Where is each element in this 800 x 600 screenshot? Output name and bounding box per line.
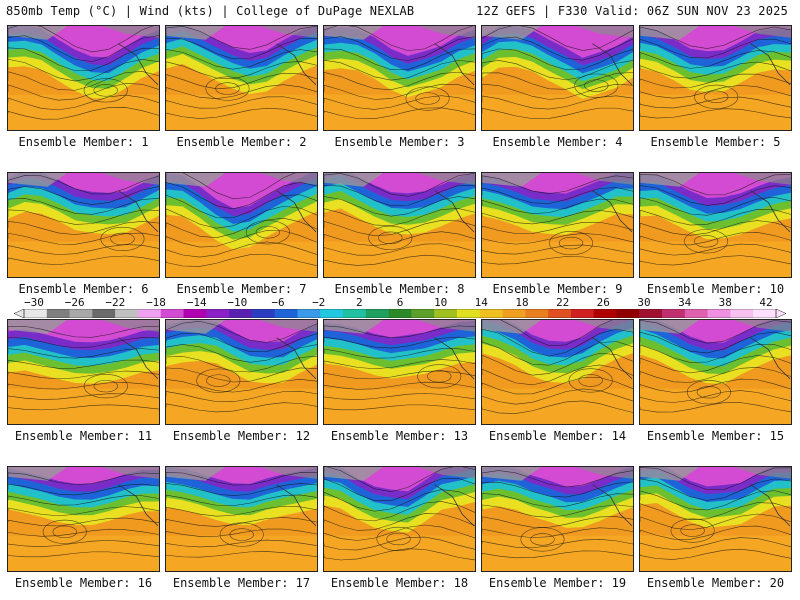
- ensemble-member-label: Ensemble Member: 14: [488, 429, 627, 443]
- ensemble-member-label: Ensemble Member: 6: [18, 282, 149, 296]
- colorbar-swatch: [24, 309, 48, 318]
- ensemble-member-map: [323, 319, 476, 425]
- colorbar-tick-label: −22: [105, 296, 126, 309]
- colorbar-swatch: [434, 309, 458, 318]
- ensemble-member-label: Ensemble Member: 16: [14, 576, 153, 590]
- colorbar-swatch: [229, 309, 253, 318]
- colorbar-tick-label: 34: [678, 296, 692, 309]
- colorbar-swatch: [183, 309, 207, 318]
- ensemble-member-label: Ensemble Member: 11: [14, 429, 153, 443]
- colorbar-swatch: [570, 309, 594, 318]
- colorbar-tick-label: −10: [227, 296, 248, 309]
- colorbar-swatch: [456, 309, 481, 318]
- colorbar-tick-label: 10: [434, 296, 448, 309]
- colorbar-tick-label: 30: [637, 296, 651, 309]
- temperature-colorbar: [14, 309, 786, 318]
- colorbar-tick-label: 22: [556, 296, 570, 309]
- colorbar-tick-label: 2: [355, 296, 363, 309]
- colorbar-swatch: [479, 309, 503, 318]
- colorbar-swatch: [753, 309, 777, 318]
- ensemble-member-map: [165, 172, 318, 278]
- colorbar-swatch: [320, 309, 344, 318]
- ensemble-member-map: [481, 25, 634, 131]
- colorbar-tick-label: −30: [24, 296, 44, 309]
- ensemble-member-label: Ensemble Member: 18: [330, 576, 469, 590]
- colorbar-swatch: [730, 309, 754, 318]
- colorbar-tick-label: 26: [596, 296, 610, 309]
- colorbar-swatch: [639, 309, 663, 318]
- colorbar-swatch: [343, 309, 367, 318]
- ensemble-member-map: [481, 172, 634, 278]
- ensemble-member-map: [7, 172, 160, 278]
- ensemble-member-label: Ensemble Member: 5: [650, 135, 781, 149]
- colorbar-swatch: [616, 309, 640, 318]
- ensemble-member-label: Ensemble Member: 3: [334, 135, 465, 149]
- ensemble-member-map: [165, 25, 318, 131]
- colorbar-swatch: [502, 309, 526, 318]
- ensemble-member-map: [7, 25, 160, 131]
- run-valid-time: 12Z GEFS | F330 Valid: 06Z SUN NOV 23 20…: [476, 4, 788, 18]
- colorbar-swatch: [274, 309, 298, 318]
- colorbar-swatch: [388, 309, 412, 318]
- ensemble-member-label: Ensemble Member: 8: [334, 282, 465, 296]
- colorbar-tick-label: 6: [396, 296, 404, 309]
- ensemble-member-label: Ensemble Member: 1: [18, 135, 149, 149]
- ensemble-member-map: [165, 466, 318, 572]
- colorbar-tick-label: −2: [312, 296, 326, 309]
- colorbar-swatch: [662, 309, 686, 318]
- colorbar-swatch: [137, 309, 162, 318]
- colorbar-swatch: [525, 309, 549, 318]
- colorbar-left-arrow: [14, 309, 25, 318]
- colorbar-tick-label: 14: [474, 296, 488, 309]
- colorbar-swatch: [548, 309, 572, 318]
- colorbar-swatch: [92, 309, 116, 318]
- colorbar-tick-label: 38: [718, 296, 732, 309]
- colorbar-tick-label: −26: [64, 296, 85, 309]
- colorbar-tick-label: 42: [759, 296, 773, 309]
- colorbar-swatch: [411, 309, 435, 318]
- ensemble-member-map: [323, 25, 476, 131]
- colorbar-swatch: [365, 309, 389, 318]
- colorbar-swatch: [684, 309, 708, 318]
- colorbar-swatch: [69, 309, 93, 318]
- ensemble-member-label: Ensemble Member: 4: [492, 135, 623, 149]
- ensemble-member-map: [481, 319, 634, 425]
- ensemble-member-label: Ensemble Member: 20: [646, 576, 785, 590]
- ensemble-member-map: [639, 25, 792, 131]
- colorbar-tick-label: 18: [515, 296, 529, 309]
- ensemble-member-label: Ensemble Member: 17: [172, 576, 311, 590]
- ensemble-member-label: Ensemble Member: 10: [646, 282, 785, 296]
- colorbar-tick-label: −18: [146, 296, 166, 309]
- ensemble-member-map: [639, 172, 792, 278]
- ensemble-member-map: [323, 466, 476, 572]
- colorbar-swatch: [115, 309, 139, 318]
- ensemble-member-label: Ensemble Member: 9: [492, 282, 623, 296]
- colorbar-swatch: [46, 309, 70, 318]
- ensemble-member-label: Ensemble Member: 15: [646, 429, 785, 443]
- colorbar-swatch: [707, 309, 731, 318]
- colorbar-swatch: [251, 309, 275, 318]
- colorbar-swatch: [160, 309, 184, 318]
- ensemble-member-map: [639, 319, 792, 425]
- ensemble-member-label: Ensemble Member: 2: [176, 135, 307, 149]
- ensemble-member-map: [639, 466, 792, 572]
- ensemble-member-map: [323, 172, 476, 278]
- colorbar-right-arrow: [775, 309, 786, 318]
- colorbar-tick-label: −14: [186, 296, 207, 309]
- colorbar-swatch: [297, 309, 321, 318]
- colorbar-tick-label: −6: [271, 296, 285, 309]
- ensemble-member-label: Ensemble Member: 13: [330, 429, 469, 443]
- map-title: 850mb Temp (°C) | Wind (kts) | College o…: [6, 4, 415, 18]
- ensemble-member-map: [7, 466, 160, 572]
- colorbar-swatch: [593, 309, 617, 318]
- ensemble-member-label: Ensemble Member: 7: [176, 282, 307, 296]
- colorbar-swatch: [206, 309, 230, 318]
- ensemble-member-label: Ensemble Member: 12: [172, 429, 311, 443]
- ensemble-member-map: [7, 319, 160, 425]
- ensemble-member-map: [165, 319, 318, 425]
- ensemble-member-label: Ensemble Member: 19: [488, 576, 627, 590]
- ensemble-member-map: [481, 466, 634, 572]
